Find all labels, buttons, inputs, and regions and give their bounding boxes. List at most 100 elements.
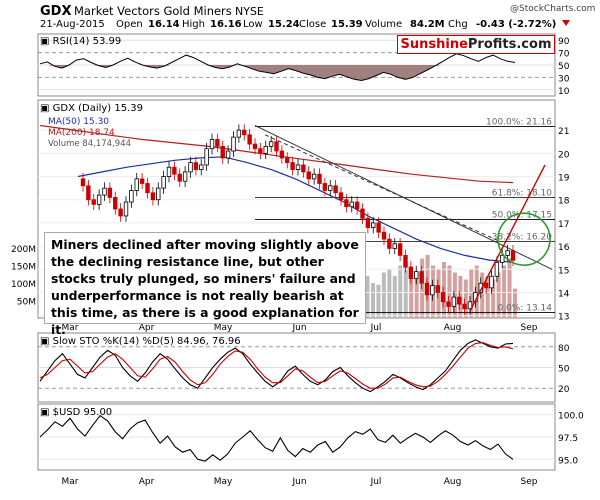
usd-tick-label: 100.0	[558, 412, 584, 422]
candle-body	[177, 173, 182, 182]
candle-body	[166, 166, 172, 177]
candle-body	[397, 243, 403, 256]
ticker: GDX	[40, 4, 71, 19]
candle-body	[301, 164, 306, 173]
volume-bar	[441, 262, 446, 318]
volume-bar	[376, 284, 381, 318]
usd-x-label: Sep	[521, 477, 538, 487]
volume-bar	[463, 279, 468, 318]
resistance-line-dashed	[264, 134, 501, 242]
quote-field: 21-Aug-2015	[40, 19, 105, 30]
candle-body	[354, 201, 360, 210]
candle-body	[172, 166, 177, 175]
usd-tick-label: 95.0	[558, 456, 578, 466]
highlight-circle	[497, 212, 551, 266]
candle-body	[360, 208, 365, 219]
candle-body	[349, 201, 354, 208]
price-x-label: May	[214, 323, 233, 333]
candle-body	[419, 271, 424, 284]
volume-bar	[452, 272, 457, 318]
volume-bar	[507, 258, 512, 318]
volume-bar	[491, 279, 496, 318]
rsi-tick-label: 70	[558, 50, 570, 60]
volume-bar	[381, 272, 386, 318]
candle-body	[80, 178, 86, 187]
candle-body	[451, 296, 457, 307]
candle-body	[150, 192, 156, 201]
security-name: Market Vectors Gold Miners	[74, 4, 232, 18]
volume-bar	[474, 265, 479, 318]
candle-body	[387, 238, 392, 249]
exchange: NYSE	[235, 5, 264, 18]
volume-tick-label: 100M	[11, 280, 36, 290]
candle-body	[236, 129, 242, 138]
fib-level-label: 61.8%: 18.10	[492, 188, 553, 198]
brand-part2: Profits.com	[467, 37, 552, 52]
candle-body	[462, 303, 467, 310]
fib-level-label: 50.0%: 17.15	[492, 210, 552, 220]
volume-bar	[420, 258, 425, 318]
fib-level-label: 38.2%: 16.20	[492, 232, 553, 242]
usd-title: ▣ $USD 95.00	[40, 407, 112, 418]
fib-level-label: 100.0%: 21.16	[486, 117, 552, 127]
candle-body	[494, 261, 500, 277]
volume-tick-label: 150M	[11, 263, 36, 273]
price-tick-label: 21	[558, 127, 569, 137]
quote-field: 15.24	[268, 19, 300, 30]
candle-body	[134, 178, 139, 191]
price-tick-label: 14	[558, 289, 570, 299]
rsi-negative-area	[40, 65, 515, 81]
candle-body	[113, 197, 118, 210]
rsi-tick-label: 90	[558, 37, 570, 47]
candle-body	[403, 254, 408, 268]
candle-body	[102, 187, 107, 196]
candle-body	[483, 282, 489, 289]
usd-x-label: Jun	[291, 477, 306, 487]
candle-body	[376, 222, 381, 233]
candle-body	[209, 139, 215, 150]
usd-x-label: Aug	[444, 477, 462, 487]
candle-body	[96, 194, 102, 205]
rsi-title: ▣ RSI(14) 53.99	[40, 36, 121, 47]
rsi-tick-label: 50	[558, 62, 570, 72]
volume-bar	[469, 269, 474, 318]
quote-line: 21-Aug-2015 Open 16.14 High 16.16 Low 15.24 Clo…	[40, 19, 556, 30]
quote-field: 15.39	[331, 19, 363, 30]
candle-body	[220, 145, 225, 159]
candle-body	[274, 141, 279, 152]
quote-field: 16.14	[148, 19, 180, 30]
usd-x-label: Jul	[370, 477, 382, 487]
candle-body	[156, 187, 161, 201]
candle-body	[489, 275, 494, 289]
down-arrow-icon	[562, 20, 570, 26]
volume-bar	[409, 269, 414, 318]
price-tick-label: 18	[558, 197, 570, 207]
legend-ma200: MA(200) 18.74	[48, 128, 115, 138]
candle-body	[182, 171, 188, 182]
candle-body	[333, 185, 338, 194]
candle-body	[86, 185, 91, 201]
candle-body	[467, 301, 473, 310]
candle-body	[322, 183, 328, 191]
price-tick-label: 16	[558, 243, 570, 253]
price-x-label: Apr	[139, 323, 155, 333]
candle-body	[440, 292, 446, 303]
candle-body	[381, 231, 387, 240]
candle-body	[424, 282, 430, 296]
price-x-label: Mar	[62, 323, 79, 333]
rsi-tick-label: 10	[558, 87, 570, 97]
sto-tick-label: 50	[558, 365, 570, 375]
ma50-line	[77, 156, 514, 263]
volume-bar	[387, 269, 392, 318]
candle-body	[279, 150, 285, 159]
volume-bar	[447, 265, 452, 318]
quote-field: 16.16	[210, 19, 242, 30]
usd-x-label: Mar	[62, 477, 79, 487]
usd-x-label: Apr	[139, 477, 155, 487]
candle-body	[500, 254, 505, 263]
volume-bar	[496, 272, 501, 318]
price-x-label: Aug	[444, 323, 462, 333]
volume-tick-label: 200M	[11, 245, 36, 255]
price-tick-label: 19	[558, 174, 570, 184]
candle-body	[263, 145, 268, 154]
